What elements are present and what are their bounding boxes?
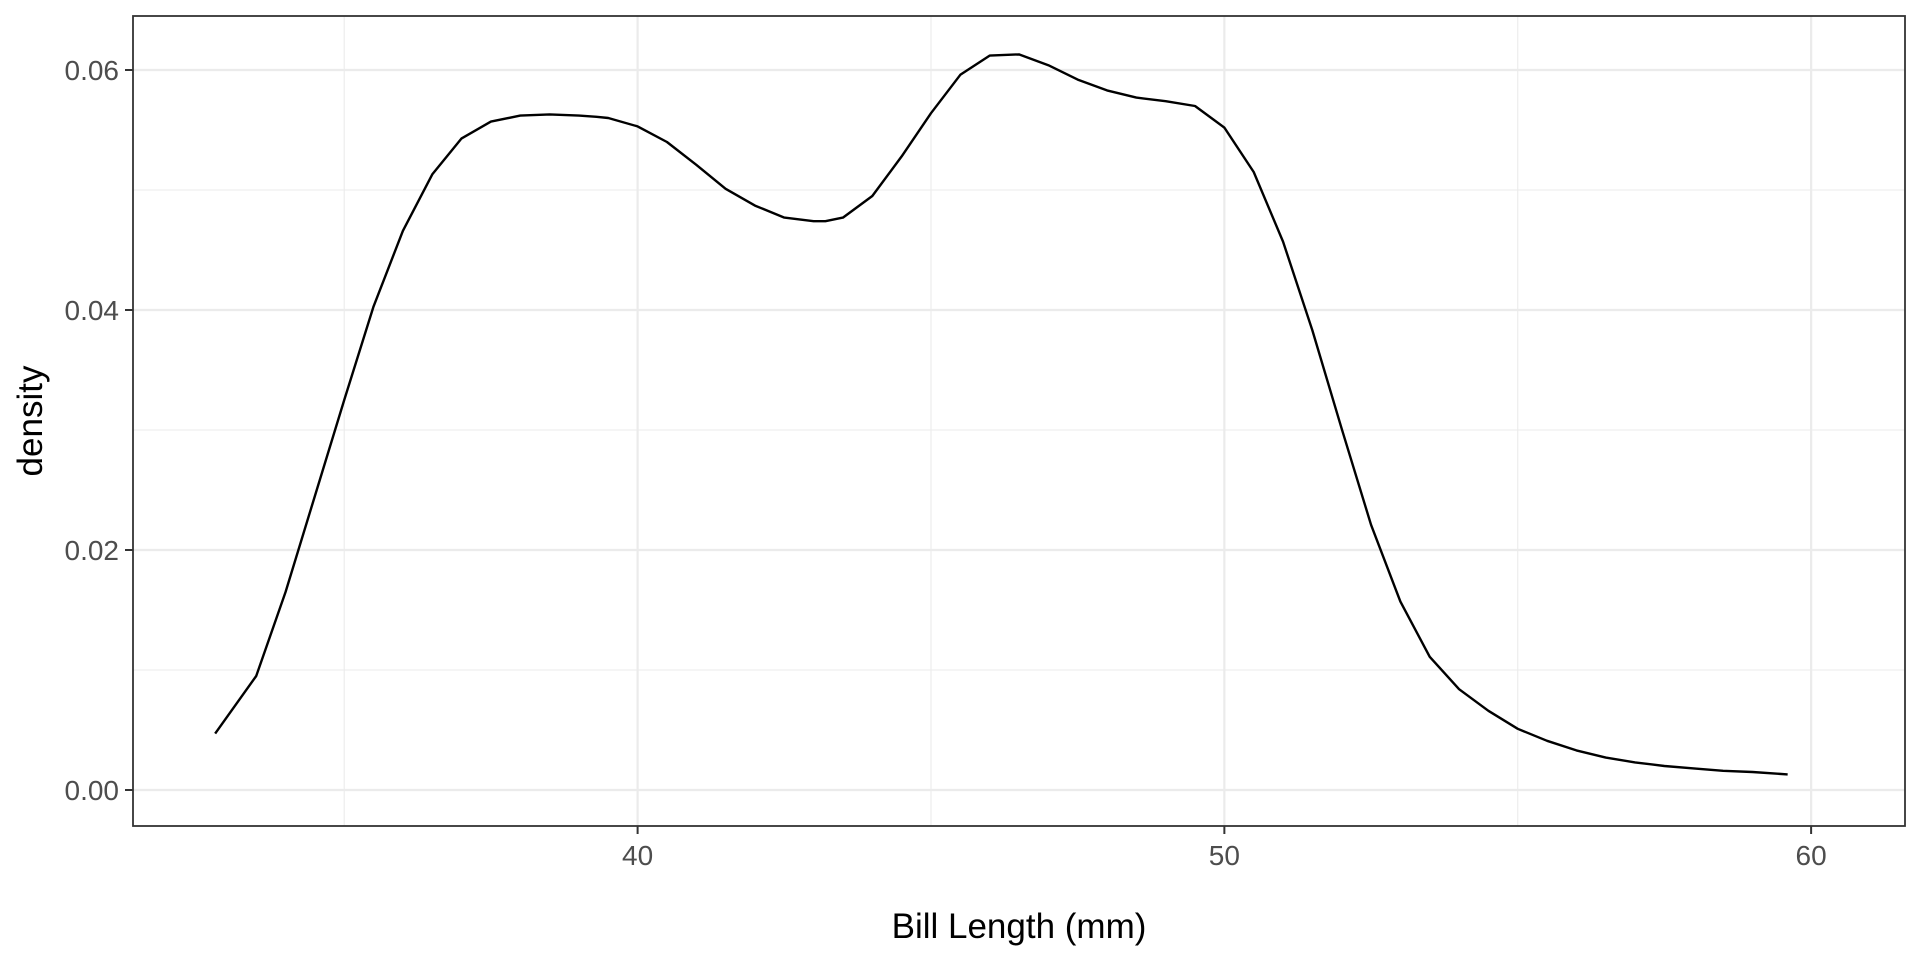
x-axis-title: Bill Length (mm)	[892, 907, 1147, 946]
x-tick-label: 60	[1796, 840, 1827, 871]
y-tick-label: 0.04	[65, 295, 120, 326]
panel-border	[132, 15, 1906, 827]
grid-lines	[133, 16, 1905, 826]
y-axis-title: density	[11, 365, 50, 476]
x-tick-label: 50	[1209, 840, 1240, 871]
y-tick-label: 0.02	[65, 535, 120, 566]
x-axis: 40 50 60	[622, 826, 1827, 871]
density-line	[214, 53, 1788, 776]
y-tick-label: 0.06	[65, 55, 120, 86]
y-axis: 0.00 0.02 0.04 0.06	[65, 55, 133, 806]
y-tick-label: 0.00	[65, 775, 120, 806]
plot-area	[214, 53, 1788, 776]
x-tick-label: 40	[622, 840, 653, 871]
